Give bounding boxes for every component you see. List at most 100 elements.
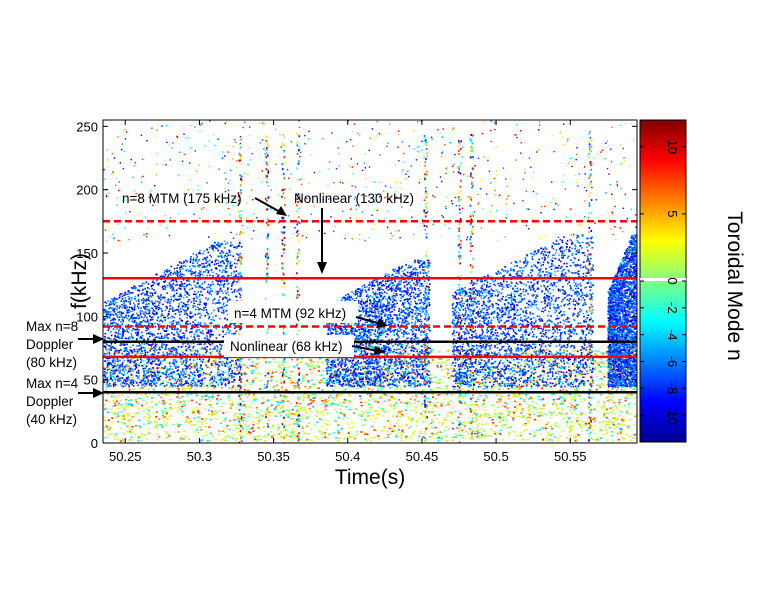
spectrogram-pixel	[105, 425, 108, 428]
spectrogram-pixel	[231, 386, 234, 389]
spectrogram-pixel	[438, 382, 441, 384]
spectrogram-pixel	[147, 409, 150, 411]
spectrogram-pixel	[467, 358, 470, 360]
spectrogram-pixel	[199, 426, 202, 428]
spectrogram-pixel	[147, 368, 150, 371]
spectrogram-pixel	[461, 359, 464, 361]
spectrogram-pixel	[601, 360, 604, 363]
spectrogram-pixel	[169, 403, 172, 406]
spectrogram-pixel	[103, 381, 106, 384]
spectrogram-pixel	[574, 350, 577, 352]
spectrogram-pixel	[619, 427, 621, 430]
spectrogram-pixel	[118, 335, 120, 338]
spectrogram-pixel	[112, 302, 114, 304]
spectrogram-pixel	[391, 367, 394, 370]
spectrogram-pixel	[238, 424, 241, 427]
spectrogram-pixel	[153, 349, 155, 352]
spectrogram-pixel	[221, 430, 224, 433]
spectrogram-pixel	[223, 377, 226, 379]
spectrogram-pixel	[124, 293, 127, 296]
spectrogram-pixel	[316, 410, 319, 413]
spectrogram-pixel	[147, 361, 149, 364]
spectrogram-pixel	[176, 396, 179, 398]
spectrogram-pixel	[285, 409, 288, 411]
spectrogram-pixel	[285, 389, 287, 391]
spectrogram-pixel	[168, 375, 171, 378]
spectrogram-pixel	[307, 397, 310, 399]
spectrogram-pixel	[591, 381, 594, 384]
spectrogram-pixel	[600, 394, 602, 397]
spectrogram-pixel	[228, 374, 231, 377]
spectrogram-pixel	[226, 378, 229, 381]
spectrogram-pixel	[177, 425, 180, 428]
spectrogram-pixel	[150, 380, 152, 382]
spectrogram-pixel	[598, 364, 601, 366]
spectrogram-pixel	[603, 376, 606, 378]
spectrogram-pixel	[592, 429, 595, 431]
spectrogram-pixel	[234, 439, 237, 442]
spectrogram-pixel	[599, 366, 602, 368]
spectrogram-pixel	[194, 271, 197, 274]
spectrogram-pixel	[575, 421, 578, 424]
spectrogram-pixel	[169, 284, 171, 286]
spectrogram-pixel	[475, 413, 478, 415]
spectrogram-pixel	[574, 399, 577, 402]
spectrogram-pixel	[107, 428, 110, 431]
spectrogram-pixel	[180, 296, 182, 298]
spectrogram-pixel	[212, 395, 215, 398]
spectrogram-pixel	[271, 434, 274, 437]
spectrogram-pixel	[323, 403, 326, 405]
spectrogram-pixel	[121, 422, 124, 424]
spectrogram-pixel	[355, 431, 358, 433]
spectrogram-pixel	[178, 303, 181, 305]
spectrogram-pixel	[127, 295, 130, 298]
spectrogram-pixel	[104, 301, 106, 303]
spectrogram-pixel	[538, 407, 541, 410]
spectrogram-pixel	[447, 401, 450, 404]
spectrogram-pixel	[201, 262, 203, 265]
spectrogram-pixel	[295, 385, 298, 387]
spectrogram-pixel	[483, 398, 486, 400]
spectrogram-pixel	[268, 370, 271, 372]
spectrogram-pixel	[465, 349, 468, 351]
spectrogram-pixel	[431, 407, 434, 409]
spectrogram-pixel	[558, 358, 561, 361]
spectrogram-pixel	[103, 379, 106, 382]
spectrogram-pixel	[600, 377, 603, 380]
spectrogram-pixel	[406, 384, 409, 387]
spectrogram-pixel	[222, 309, 225, 312]
spectrogram-pixel	[502, 388, 505, 391]
spectrogram-pixel	[375, 376, 378, 379]
spectrogram-pixel	[586, 429, 589, 432]
spectrogram-pixel	[176, 335, 179, 337]
spectrogram-pixel	[373, 429, 376, 431]
spectrogram-pixel	[108, 375, 111, 378]
spectrogram-pixel	[446, 415, 449, 417]
spectrogram-pixel	[482, 402, 485, 405]
spectrogram-pixel	[605, 423, 608, 426]
spectrogram-pixel	[160, 309, 163, 311]
spectrogram-pixel	[145, 329, 147, 332]
spectrogram-pixel	[503, 353, 506, 356]
spectrogram-pixel	[232, 322, 235, 325]
spectrogram-pixel	[315, 387, 318, 389]
spectrogram-pixel	[150, 368, 153, 371]
spectrogram-pixel	[275, 405, 278, 408]
spectrogram-pixel	[157, 358, 160, 361]
spectrogram-pixel	[430, 362, 433, 364]
spectrogram-pixel	[134, 368, 136, 370]
spectrogram-pixel	[193, 354, 195, 356]
spectrogram-pixel	[135, 323, 138, 326]
spectrogram-pixel	[150, 385, 153, 387]
spectrogram-pixel	[246, 396, 249, 399]
spectrogram-pixel	[448, 349, 451, 352]
spectrogram-pixel	[594, 360, 597, 362]
spectrogram-pixel	[632, 437, 635, 439]
spectrogram-pixel	[464, 408, 467, 410]
spectrogram-pixel	[513, 406, 516, 408]
spectrogram-pixel	[359, 397, 362, 400]
spectrogram-pixel	[571, 424, 574, 427]
spectrogram-pixel	[389, 349, 392, 351]
spectrogram-pixel	[607, 418, 610, 421]
spectrogram-pixel	[228, 419, 231, 422]
